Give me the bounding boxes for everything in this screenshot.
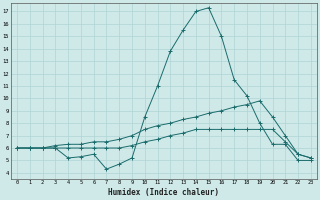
X-axis label: Humidex (Indice chaleur): Humidex (Indice chaleur) (108, 188, 220, 197)
